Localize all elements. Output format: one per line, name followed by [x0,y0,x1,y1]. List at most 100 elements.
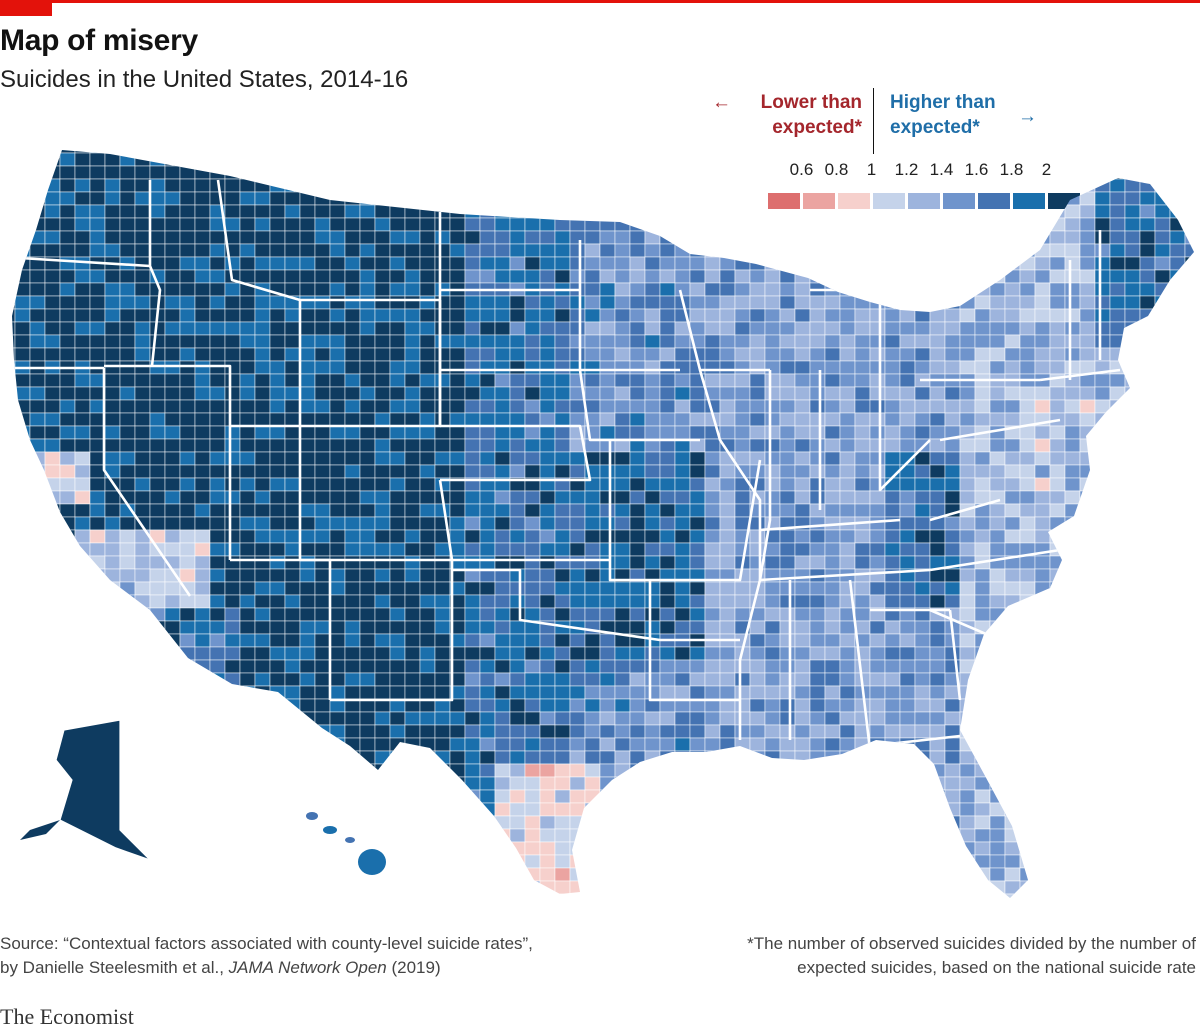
county-tile [14,477,31,492]
county-tile [1079,451,1096,466]
county-tile [779,191,796,206]
county-tile [44,698,61,713]
county-tile [389,373,406,388]
county-tile [794,243,811,258]
county-tile [389,321,406,336]
county-tile [1079,893,1096,898]
county-tile [149,854,166,869]
county-tile [914,698,931,713]
county-tile [779,646,796,661]
county-tile [434,217,451,232]
county-tile [540,907,555,910]
county-tile [629,308,646,323]
county-tile [734,178,751,193]
county-tile [14,555,31,570]
county-tile [14,516,31,531]
county-tile [89,321,106,336]
county-tile [44,776,61,791]
county-tile [209,893,226,898]
county-tile [1064,282,1081,297]
county-tile [974,321,991,336]
county-tile [839,737,856,752]
county-tile [1184,191,1194,206]
county-tile [1169,256,1186,271]
county-tile [1079,880,1096,895]
county-tile [89,191,106,206]
county-tile [554,503,571,518]
county-tile [839,256,856,271]
county-tile [299,321,316,336]
county-tile [599,841,616,856]
county-tile [269,347,286,362]
county-tile [419,789,436,804]
county-tile [44,854,61,869]
county-tile [959,529,976,544]
county-tile [1094,659,1111,674]
county-tile [794,750,811,765]
county-tile [884,737,901,752]
county-tile [524,269,541,284]
county-tile [314,607,331,622]
county-tile [689,503,706,518]
county-tile [989,685,1006,700]
county-tile [1079,477,1096,492]
county-tile [59,373,76,388]
county-tile [149,464,166,479]
county-tile [209,256,226,271]
county-tile [794,425,811,440]
county-tile [869,360,886,375]
county-tile [929,867,946,882]
county-tile [704,529,721,544]
county-tile [554,750,571,765]
county-tile [689,555,706,570]
county-tile [794,724,811,739]
county-tile [794,815,811,830]
county-tile [554,542,571,557]
county-tile [359,334,376,349]
county-tile [74,698,91,713]
county-tile [1184,217,1194,232]
county-tile [929,854,946,869]
county-tile [674,815,691,830]
county-tile [209,152,226,167]
county-tile [554,698,571,713]
county-tile [149,607,166,622]
county-tile [779,789,796,804]
county-tile [749,685,766,700]
county-tile [914,867,931,882]
county-tile [974,854,991,869]
county-tile [794,204,811,219]
county-tile [1124,672,1141,687]
county-tile [899,178,916,193]
county-tile [749,763,766,778]
county-tile [674,373,691,388]
county-tile [1034,490,1051,505]
county-tile [164,815,181,830]
county-tile [869,711,886,726]
county-tile [1154,750,1171,765]
county-tile [1184,685,1194,700]
county-tile [179,477,196,492]
county-tile [899,490,916,505]
county-tile [719,321,736,336]
county-tile [914,243,931,258]
county-tile [1034,620,1051,635]
county-tile [269,217,286,232]
county-tile [149,646,166,661]
county-tile [1124,373,1141,388]
county-tile [389,490,406,505]
county-tile [104,282,121,297]
county-tile [734,503,751,518]
county-tile [269,542,286,557]
county-tile [944,516,961,531]
county-tile [899,711,916,726]
county-tile [74,633,91,648]
county-tile [989,828,1006,843]
county-tile [149,386,166,401]
county-tile [254,607,271,622]
county-tile [314,555,331,570]
county-tile [959,451,976,466]
county-tile [1184,672,1194,687]
county-tile [584,191,601,206]
county-tile [179,685,196,700]
